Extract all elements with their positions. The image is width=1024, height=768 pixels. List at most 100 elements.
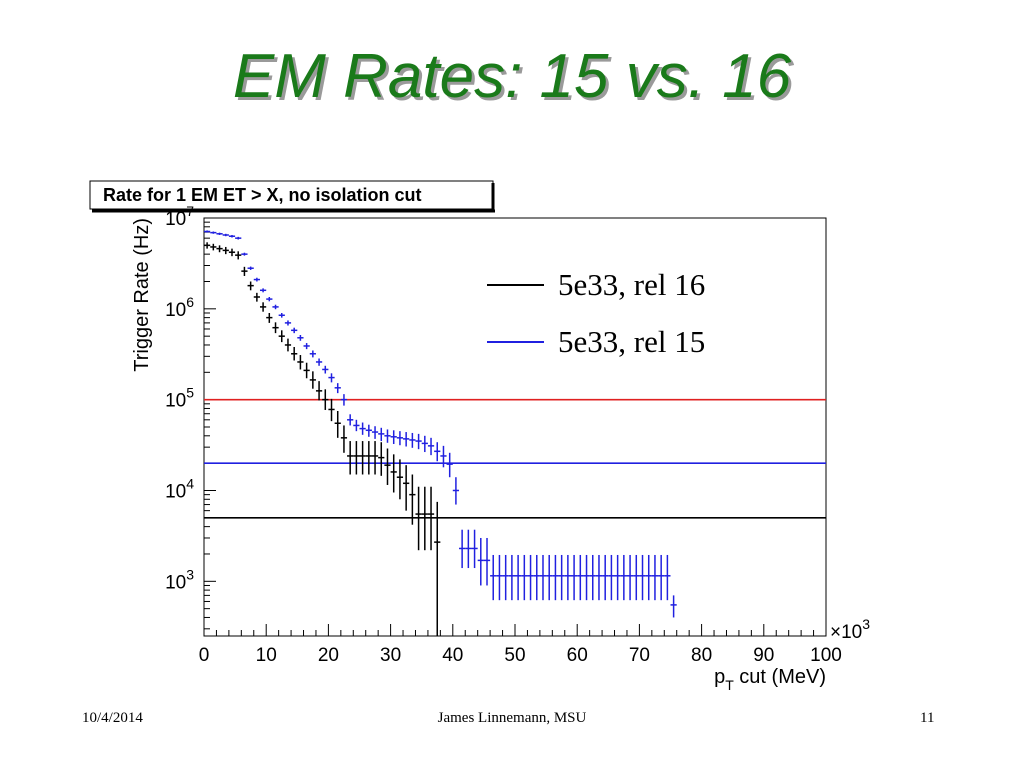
data-point (253, 292, 260, 302)
data-point (303, 362, 310, 379)
x-tick-label: 60 (567, 645, 588, 666)
data-point (639, 554, 646, 601)
data-point (259, 302, 267, 312)
data-point (241, 252, 248, 256)
data-point (266, 312, 273, 323)
data-point (284, 338, 292, 352)
data-point (396, 459, 404, 500)
chart-title: Rate for 1 EM ET > X, no isolation cut (103, 185, 422, 205)
data-point (359, 422, 366, 435)
data-point (558, 554, 565, 601)
data-point (272, 304, 279, 310)
data-point (620, 554, 627, 601)
data-point (216, 232, 223, 235)
x-multiplier-label: ×103 (830, 616, 870, 643)
data-point (570, 554, 578, 601)
data-point (577, 554, 584, 601)
data-point (315, 358, 323, 366)
data-point (483, 537, 491, 586)
data-point (403, 432, 410, 447)
data-point (297, 355, 304, 370)
footer-author: James Linnemann, MSU (437, 710, 587, 726)
x-tick-label: 90 (753, 645, 774, 666)
data-point (259, 288, 267, 293)
data-point (490, 554, 497, 601)
data-point (365, 441, 372, 475)
data-point (378, 442, 385, 476)
data-point (272, 322, 279, 334)
plot-frame (203, 217, 827, 637)
data-point (508, 554, 515, 601)
data-point (434, 501, 441, 636)
x-tick-label: 50 (504, 645, 525, 666)
data-point (434, 442, 441, 462)
footer-date: 10/4/2014 (82, 710, 143, 726)
data-point (235, 236, 242, 240)
footer-page-number: 11 (920, 710, 935, 726)
data-point (328, 373, 335, 383)
data-point (546, 554, 553, 601)
x-tick-label: 80 (691, 645, 712, 666)
x-tick-label: 30 (380, 645, 401, 666)
data-point (378, 427, 385, 442)
data-point (365, 424, 372, 437)
data-point (291, 327, 298, 334)
data-point (291, 346, 298, 361)
data-point (384, 448, 391, 485)
data-point (322, 389, 329, 410)
data-point (309, 350, 316, 358)
data-point (583, 554, 590, 601)
data-point (440, 445, 447, 468)
x-axis-label: pT cut (MeV) (714, 666, 826, 693)
x-tick-label: 40 (442, 645, 463, 666)
y-tick-label: 103 (165, 566, 194, 593)
data-point (340, 394, 348, 406)
data-point (651, 554, 659, 601)
data-point (670, 595, 677, 618)
data-point (421, 435, 428, 453)
data-point (266, 296, 273, 302)
y-tick-label: 105 (165, 385, 194, 412)
chart-title-box: Rate for 1 EM ET > X, no isolation cut (89, 180, 495, 213)
data-point (204, 242, 211, 249)
data-point (340, 425, 348, 453)
data-point (204, 230, 211, 233)
data-point (602, 554, 609, 601)
data-point (347, 414, 354, 426)
data-point (315, 381, 323, 401)
data-point (465, 529, 472, 569)
legend: 5e33, rel 16 5e33, rel 15 (487, 267, 705, 359)
data-point (645, 554, 652, 601)
data-point (446, 452, 453, 478)
data-point (421, 486, 428, 551)
data-point (409, 432, 416, 448)
data-point (403, 465, 410, 511)
data-point (496, 554, 503, 601)
data-point (247, 281, 254, 291)
data-point (322, 365, 329, 374)
data-point (353, 441, 360, 475)
data-point (608, 554, 615, 601)
data-point (595, 554, 603, 601)
data-point (396, 431, 404, 446)
data-point (589, 554, 596, 601)
data-point (515, 554, 522, 601)
data-point (222, 233, 229, 237)
data-point (353, 419, 360, 432)
data-point (415, 486, 422, 551)
data-point (527, 554, 534, 601)
data-point (278, 330, 285, 343)
data-point (328, 398, 335, 422)
data-point (241, 266, 248, 276)
data-point (303, 343, 310, 350)
data-point (309, 371, 316, 389)
y-tick-label: 107 (165, 203, 194, 230)
x-tick-label: 20 (318, 645, 339, 666)
data-point (564, 554, 571, 601)
y-tick-label: 104 (165, 475, 194, 502)
slide-title: EM Rates: 15 vs. 16 (232, 42, 792, 111)
data-point (284, 320, 292, 326)
data-point (477, 537, 484, 586)
series-rel16 (204, 242, 441, 636)
